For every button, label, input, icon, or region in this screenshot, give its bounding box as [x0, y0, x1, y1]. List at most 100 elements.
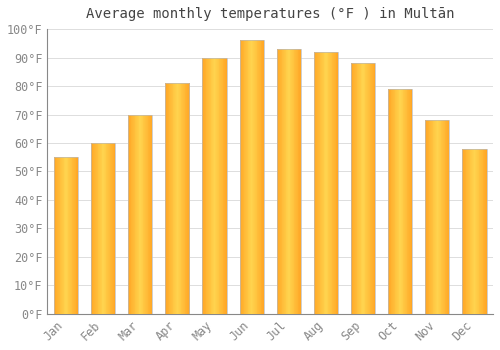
Bar	[221, 57, 222, 314]
Bar	[356, 63, 358, 314]
Bar	[402, 89, 404, 314]
Bar	[179, 83, 180, 314]
Bar	[100, 143, 102, 314]
Bar	[443, 120, 444, 314]
Bar	[241, 41, 242, 314]
Bar	[327, 52, 328, 314]
Bar	[285, 49, 286, 314]
Bar	[92, 143, 94, 314]
Bar	[352, 63, 354, 314]
Bar	[440, 120, 442, 314]
Bar	[60, 157, 61, 314]
Bar	[290, 49, 292, 314]
Bar	[67, 157, 68, 314]
Bar	[389, 89, 390, 314]
Bar	[262, 41, 263, 314]
Bar	[205, 57, 206, 314]
Bar	[474, 149, 476, 314]
Bar	[63, 157, 64, 314]
Bar	[296, 49, 297, 314]
Bar	[276, 49, 301, 314]
Bar	[484, 149, 485, 314]
Bar	[146, 114, 148, 314]
Bar	[148, 114, 149, 314]
Bar	[481, 149, 482, 314]
Bar	[104, 143, 105, 314]
Bar	[335, 52, 336, 314]
Bar	[435, 120, 436, 314]
Bar	[245, 41, 246, 314]
Bar	[57, 157, 58, 314]
Bar	[406, 89, 408, 314]
Bar	[363, 63, 364, 314]
Bar	[390, 89, 392, 314]
Bar	[466, 149, 468, 314]
Bar	[405, 89, 406, 314]
Bar	[329, 52, 330, 314]
Bar	[246, 41, 247, 314]
Bar	[111, 143, 112, 314]
Bar	[94, 143, 95, 314]
Bar	[176, 83, 178, 314]
Bar	[208, 57, 209, 314]
Bar	[426, 120, 427, 314]
Bar	[404, 89, 405, 314]
Bar	[280, 49, 281, 314]
Bar	[430, 120, 431, 314]
Bar	[128, 114, 129, 314]
Bar	[427, 120, 428, 314]
Bar	[65, 157, 66, 314]
Bar	[287, 49, 288, 314]
Bar	[138, 114, 140, 314]
Bar	[332, 52, 333, 314]
Bar	[212, 57, 213, 314]
Bar	[448, 120, 450, 314]
Bar	[244, 41, 246, 314]
Bar	[372, 63, 374, 314]
Bar	[288, 49, 289, 314]
Bar	[260, 41, 262, 314]
Bar	[324, 52, 325, 314]
Bar	[368, 63, 369, 314]
Bar	[91, 143, 115, 314]
Bar	[314, 52, 316, 314]
Bar	[240, 41, 242, 314]
Bar	[187, 83, 188, 314]
Bar	[283, 49, 284, 314]
Bar	[408, 89, 409, 314]
Bar	[218, 57, 220, 314]
Bar	[222, 57, 224, 314]
Bar	[374, 63, 375, 314]
Bar	[394, 89, 396, 314]
Bar	[410, 89, 412, 314]
Bar	[247, 41, 248, 314]
Bar	[318, 52, 320, 314]
Bar	[467, 149, 468, 314]
Bar	[206, 57, 208, 314]
Bar	[95, 143, 96, 314]
Bar	[477, 149, 478, 314]
Bar	[398, 89, 400, 314]
Bar	[106, 143, 107, 314]
Bar	[213, 57, 214, 314]
Bar	[259, 41, 260, 314]
Bar	[401, 89, 402, 314]
Bar	[367, 63, 368, 314]
Bar	[133, 114, 134, 314]
Bar	[204, 57, 205, 314]
Bar	[476, 149, 477, 314]
Bar	[284, 49, 285, 314]
Bar	[250, 41, 251, 314]
Bar	[294, 49, 296, 314]
Bar	[168, 83, 170, 314]
Bar	[409, 89, 410, 314]
Bar	[150, 114, 152, 314]
Bar	[396, 89, 397, 314]
Bar	[364, 63, 366, 314]
Bar	[254, 41, 255, 314]
Bar	[334, 52, 335, 314]
Bar	[103, 143, 104, 314]
Bar	[256, 41, 258, 314]
Bar	[462, 149, 486, 314]
Bar	[171, 83, 172, 314]
